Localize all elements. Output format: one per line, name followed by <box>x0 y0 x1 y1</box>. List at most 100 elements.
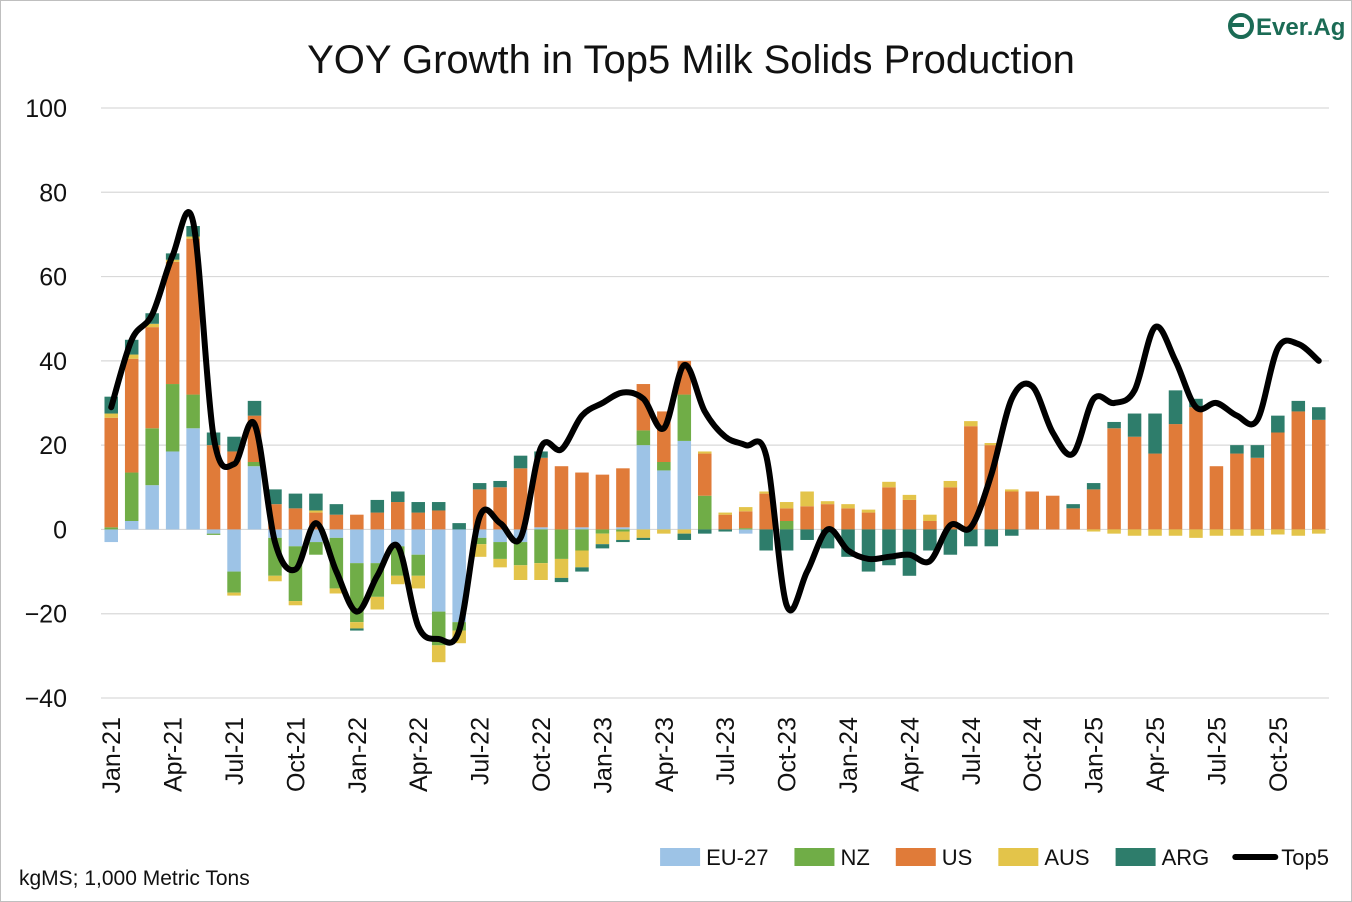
bar-arg <box>452 523 466 530</box>
bar-aus <box>104 413 118 418</box>
bar-aus <box>1271 529 1285 535</box>
bar-aus <box>534 563 548 580</box>
legend: EU-27 NZ US AUS ARG Top5 <box>660 845 1329 870</box>
bar-aus <box>309 510 323 513</box>
bar-aus <box>411 575 425 589</box>
bar-arg <box>1230 445 1244 454</box>
bar-aus <box>124 354 139 359</box>
bar-aus <box>779 502 794 509</box>
bar-us <box>779 508 794 521</box>
bar-eu-27 <box>575 527 589 530</box>
bar-us <box>288 508 303 530</box>
bar-nz <box>698 495 712 530</box>
bar-nz <box>513 542 528 566</box>
y-tick-label: 100 <box>25 95 67 123</box>
legend-label-eu-27: EU-27 <box>706 845 768 870</box>
bar-nz <box>165 384 180 452</box>
bar-aus <box>1168 529 1183 536</box>
bar-us <box>350 514 364 530</box>
bar-aus <box>1005 489 1019 492</box>
bar-arg <box>923 529 937 551</box>
bar-aus <box>841 504 855 509</box>
bar-arg <box>984 529 999 547</box>
bar-us <box>1209 466 1224 530</box>
bar-nz <box>145 428 159 486</box>
x-tick-label: Oct-25 <box>1265 717 1293 792</box>
bar-eu-27 <box>145 485 159 530</box>
bar-nz <box>227 571 241 593</box>
bar-arg <box>1291 400 1306 412</box>
bar-us <box>1230 453 1244 530</box>
bar-arg <box>247 400 262 416</box>
bar-arg <box>329 504 344 515</box>
bar-nz <box>472 537 487 545</box>
legend-swatch-aus <box>998 848 1039 866</box>
x-tick-label: Apr-23 <box>651 717 679 792</box>
y-tick-label: 20 <box>39 432 67 460</box>
bar-us <box>124 358 139 473</box>
bar-nz <box>309 542 323 555</box>
bar-arg <box>1086 483 1101 490</box>
bar-nz <box>595 529 610 534</box>
x-tick-label: Oct-22 <box>528 717 556 792</box>
bar-aus <box>350 622 364 629</box>
bar-eu-27 <box>472 529 487 538</box>
bar-us <box>616 468 630 528</box>
x-tick-label: Apr-25 <box>1142 717 1170 792</box>
bar-us <box>1189 407 1203 530</box>
x-tick-label: Oct-21 <box>282 717 310 792</box>
x-tick-label: Jul-23 <box>712 717 740 785</box>
x-tick-label: Apr-22 <box>405 717 433 792</box>
bar-aus <box>145 323 159 328</box>
bar-aus <box>1189 529 1203 538</box>
bar-aus <box>227 592 241 596</box>
bar-us <box>943 487 958 530</box>
y-tick-label: −20 <box>25 601 67 629</box>
bar-us <box>104 417 118 528</box>
chart-title: YOY Growth in Top5 Milk Solids Productio… <box>307 38 1075 82</box>
y-axis-ticks: −40 −20 0 20 40 60 80 100 <box>25 95 67 713</box>
bar-aus <box>923 514 937 521</box>
bar-arg <box>554 577 569 583</box>
bar-aus <box>636 529 651 538</box>
bar-us <box>698 453 712 496</box>
bar-aus <box>698 451 712 454</box>
bar-nz <box>677 394 692 441</box>
bar-eu-27 <box>616 527 630 530</box>
x-axis-ticks: Jan-21 Apr-21 Jul-21 Oct-21 Jan-22 Apr-22 Jul-… <box>98 717 1293 794</box>
x-tick-label: Apr-21 <box>160 717 188 792</box>
bar-eu-27 <box>186 428 200 530</box>
bar-aus <box>1291 529 1306 536</box>
bar-aus <box>861 509 876 513</box>
bar-nz <box>779 521 794 530</box>
bar-us <box>820 504 835 530</box>
bar-arg <box>677 533 692 540</box>
bar-us <box>1066 508 1080 530</box>
bar-eu-27 <box>738 529 753 534</box>
bar-nz <box>124 472 139 521</box>
bar-us <box>431 510 446 530</box>
bar-nz <box>636 430 651 446</box>
bar-arg <box>1066 504 1080 509</box>
legend-label-nz: NZ <box>840 845 869 870</box>
x-tick-label: Jul-22 <box>467 717 495 785</box>
legend-swatch-eu-27 <box>660 848 701 866</box>
bar-arg <box>431 502 446 511</box>
bar-us <box>411 512 425 530</box>
bar-arg <box>1127 413 1142 437</box>
bar-nz <box>657 462 671 471</box>
bar-nz <box>247 462 262 467</box>
bar-aus <box>820 501 835 505</box>
bar-us <box>902 499 917 530</box>
legend-label-us: US <box>942 845 973 870</box>
bar-us <box>595 474 610 530</box>
bar-arg <box>636 537 651 540</box>
bar-us <box>1168 424 1183 530</box>
bar-nz <box>411 554 425 576</box>
bar-aus <box>984 443 999 446</box>
bar-us <box>1148 453 1162 530</box>
bar-aus <box>268 575 282 582</box>
bar-aus <box>902 494 917 500</box>
